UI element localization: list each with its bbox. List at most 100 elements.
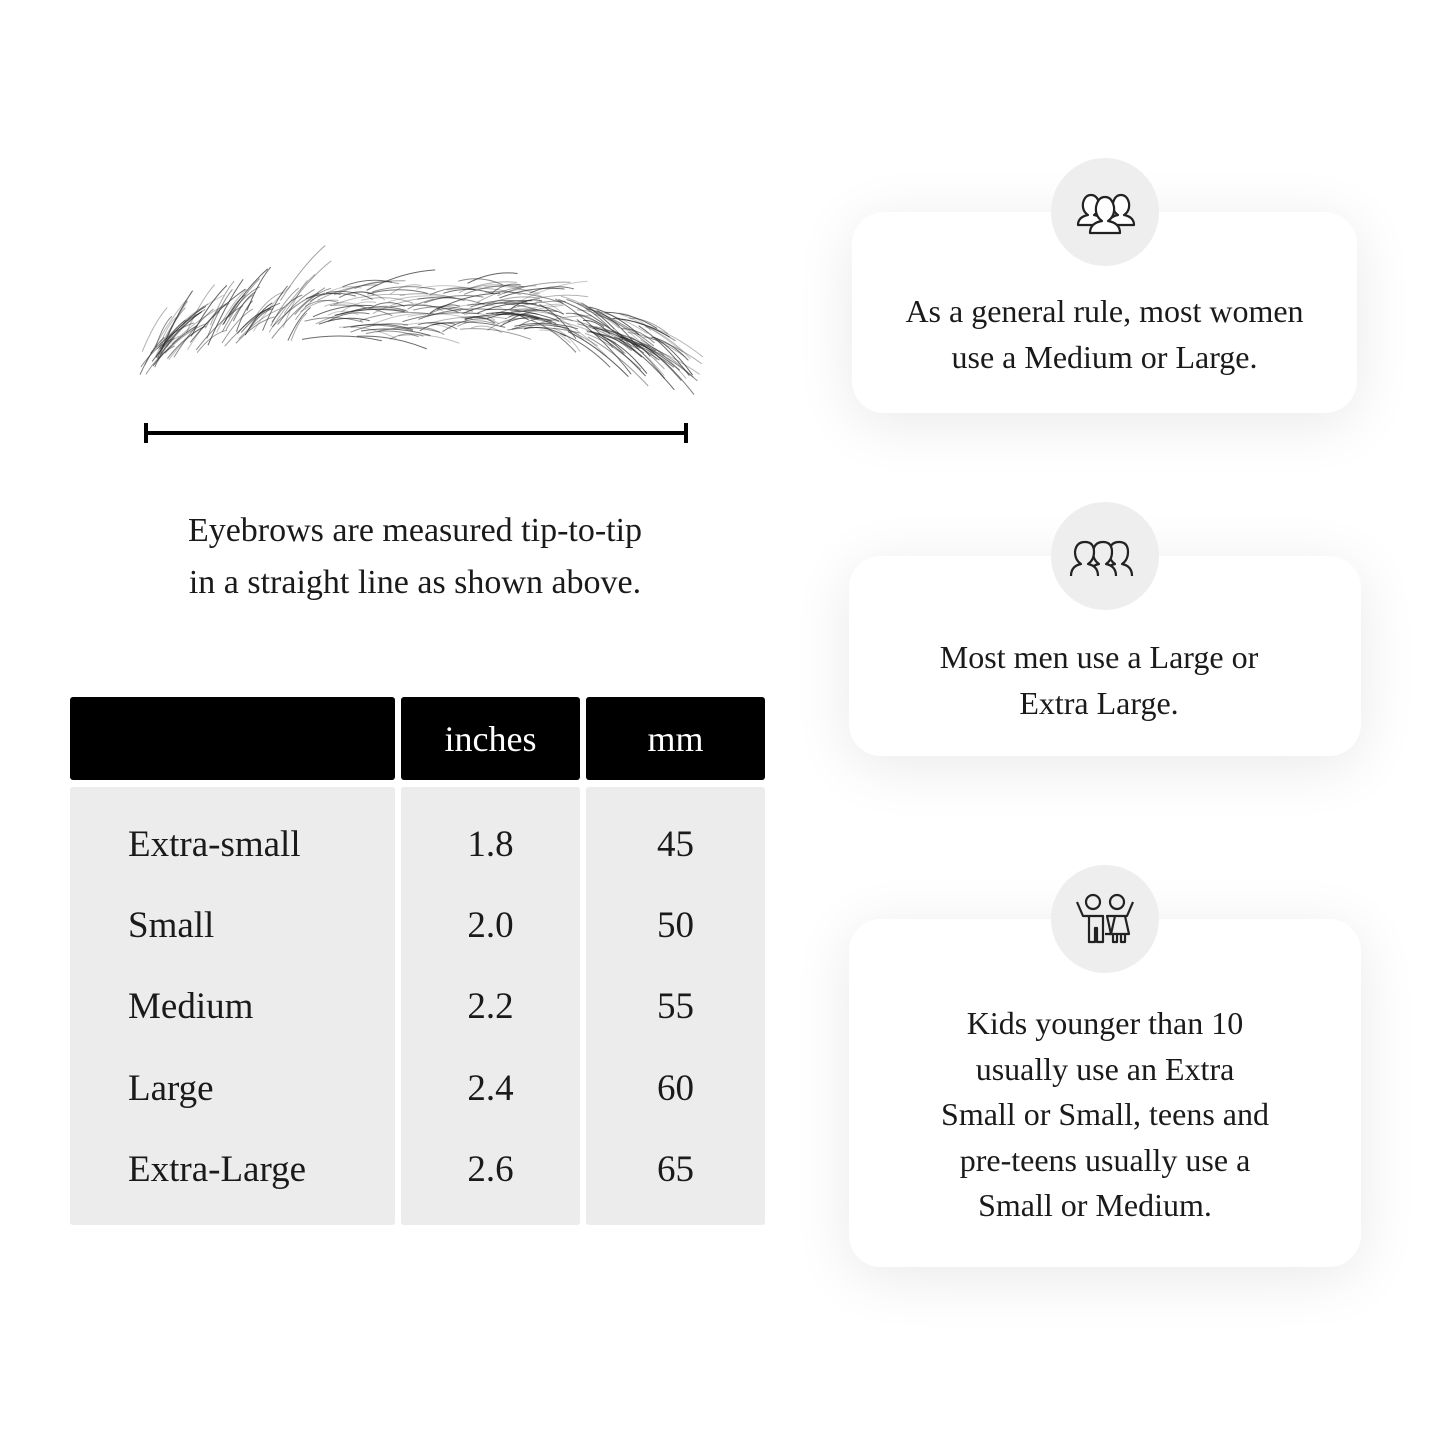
eyebrow-hair: [157, 290, 194, 359]
eyebrow-hair: [294, 287, 332, 316]
eyebrow-hair: [627, 331, 685, 357]
eyebrow-hair: [304, 317, 364, 323]
card-line: usually use an Extra: [975, 1050, 1235, 1087]
eyebrow-hair: [359, 311, 429, 322]
eyebrow-hair: [576, 319, 632, 375]
eyebrow-hair: [154, 337, 175, 368]
eyebrow-hair: [196, 329, 228, 354]
card-line: As a general rule, most women: [905, 293, 1304, 329]
eyebrow-hair: [325, 290, 373, 300]
eyebrow-hair: [388, 295, 455, 303]
table-header-size: [70, 697, 395, 780]
eyebrow-hair: [606, 338, 648, 374]
eyebrow-hair: [323, 286, 362, 296]
eyebrow-hair: [614, 336, 675, 368]
eyebrow-hair: [502, 305, 564, 325]
eyebrow-hair: [271, 294, 303, 323]
eyebrow-hair: [467, 302, 538, 311]
eyebrow-hair: [468, 284, 522, 290]
eyebrow-hair: [248, 308, 274, 331]
eyebrow-hair: [477, 285, 537, 303]
eyebrow-hair: [324, 302, 365, 308]
eyebrow-hair: [360, 297, 414, 304]
eyebrow-hair: [604, 311, 658, 329]
eyebrow-hair: [594, 313, 651, 347]
eyebrow-hair: [507, 326, 580, 334]
eyebrow-hair: [621, 328, 655, 344]
eyebrow-hair: [209, 280, 235, 326]
table-cell-size: Extra-small: [128, 824, 301, 865]
eyebrow-hair: [470, 299, 528, 308]
eyebrow-hair: [232, 291, 256, 322]
card-kids: Kids younger than 10 usually use an Extr…: [849, 919, 1361, 1267]
eyebrow-hair: [477, 302, 537, 314]
eyebrow-hair: [560, 332, 611, 368]
table-cell-inches: 2.4: [467, 1068, 514, 1109]
eyebrow-hair: [354, 281, 400, 290]
kids-icon: [1051, 865, 1159, 973]
eyebrow-hair: [282, 279, 308, 328]
eyebrow-hair: [398, 334, 460, 344]
eyebrow-hair: [190, 285, 228, 337]
eyebrow-hair: [471, 325, 503, 334]
eyebrow-hair: [505, 303, 564, 320]
eyebrow-hair: [457, 320, 494, 327]
caption-line: Eyebrows are measured tip-to-tip: [187, 512, 643, 549]
eyebrow-hair: [240, 302, 281, 333]
card-text: Kids younger than 10 usually use an Extr…: [849, 1001, 1361, 1229]
eyebrow-hair: [300, 299, 339, 313]
card-line: pre-teens usually use a: [959, 1141, 1251, 1178]
table-cell-inches: 2.0: [467, 905, 514, 946]
eyebrow-hair: [530, 319, 577, 353]
eyebrow-hair: [566, 299, 611, 329]
eyebrow-hair: [618, 312, 652, 331]
eyebrow-hair: [173, 308, 214, 358]
women-group-icon: [1051, 158, 1159, 266]
eyebrow-illustration: [139, 245, 704, 396]
eyebrow-hair: [342, 279, 393, 288]
eyebrow-hair: [329, 304, 393, 317]
eyebrow-hair: [403, 322, 452, 330]
eyebrow-hair: [629, 340, 700, 375]
eyebrow-hair: [485, 291, 564, 304]
eyebrow-hair: [429, 316, 508, 324]
eyebrow-hair: [619, 338, 675, 391]
eyebrow-hair: [157, 335, 180, 362]
eyebrow-hair: [597, 333, 643, 358]
eyebrow-hair: [407, 313, 473, 320]
eyebrow-hair: [497, 281, 571, 297]
table-cell-inches: 1.8: [467, 824, 514, 865]
table-cell-size: Extra-Large: [128, 1149, 307, 1190]
eyebrow-hair: [302, 335, 382, 342]
eyebrow-hair: [432, 321, 506, 328]
eyebrow-hair: [343, 324, 414, 332]
eyebrow-hair: [458, 281, 518, 294]
eyebrow-hair: [317, 284, 378, 301]
eyebrow-hair: [530, 317, 599, 347]
table-header-inches: inches: [401, 697, 580, 780]
eyebrow-hair: [514, 322, 578, 330]
eyebrow-hair: [204, 303, 227, 329]
eyebrow-hair: [159, 311, 201, 350]
card-line: Small or Small, teens and: [941, 1096, 1269, 1132]
eyebrow-hair: [588, 325, 660, 361]
eyebrow-hair: [315, 305, 388, 325]
eyebrow-hair: [290, 312, 308, 341]
eyebrow-hair: [271, 287, 326, 339]
table-column-inches: [401, 787, 580, 1225]
measurement-caption: Eyebrows are measured tip-to-tip in a st…: [100, 505, 730, 609]
eyebrow-hair: [312, 304, 373, 318]
eyebrow-hair: [638, 325, 690, 377]
eyebrow-hair: [529, 286, 574, 294]
eyebrow-hair: [511, 324, 570, 330]
eyebrow-hair: [152, 324, 198, 367]
eyebrow-hair: [366, 269, 436, 291]
eyebrow-hair: [448, 304, 503, 310]
eyebrow-hair: [484, 285, 542, 297]
eyebrow-hair: [195, 305, 243, 351]
eyebrow-hair: [560, 295, 620, 329]
eyebrow-hair: [407, 297, 456, 310]
eyebrow-hair: [547, 312, 608, 357]
eyebrow-hair: [270, 287, 300, 327]
eyebrow-hair: [221, 308, 254, 344]
